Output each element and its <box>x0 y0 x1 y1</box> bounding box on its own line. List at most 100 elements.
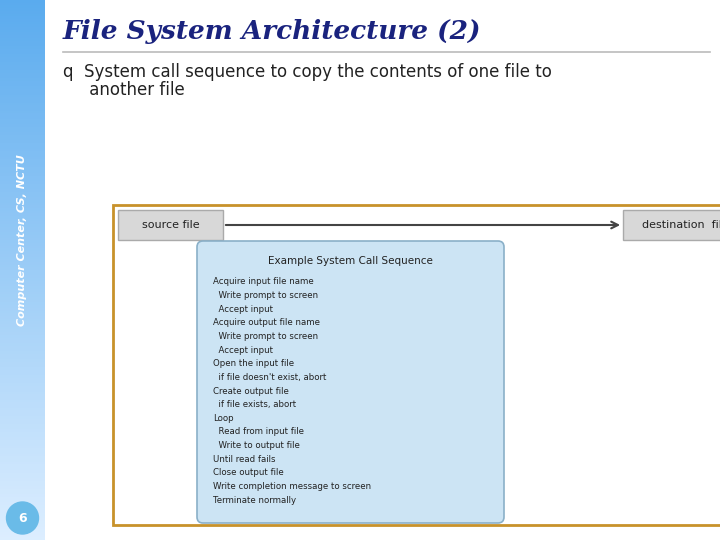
Bar <box>0 467 45 470</box>
Bar <box>0 424 45 427</box>
Bar <box>0 275 45 278</box>
Bar <box>0 27 45 30</box>
Bar <box>0 313 45 316</box>
Bar <box>0 43 45 46</box>
Bar <box>0 32 45 35</box>
Bar <box>0 373 45 375</box>
Text: q  System call sequence to copy the contents of one file to: q System call sequence to copy the conte… <box>63 63 552 81</box>
Bar <box>0 516 45 518</box>
Text: Open the input file: Open the input file <box>213 359 294 368</box>
Bar <box>0 294 45 297</box>
Bar <box>0 173 45 176</box>
Bar <box>0 513 45 516</box>
Text: if file doesn't exist, abort: if file doesn't exist, abort <box>213 373 326 382</box>
Text: Write to output file: Write to output file <box>213 441 300 450</box>
Bar <box>0 408 45 410</box>
Bar <box>0 383 45 386</box>
Bar <box>0 146 45 148</box>
Bar <box>0 57 45 59</box>
Bar <box>0 157 45 159</box>
Bar <box>0 267 45 270</box>
Bar <box>0 429 45 432</box>
Bar <box>0 232 45 235</box>
Bar <box>0 510 45 513</box>
Bar <box>0 176 45 178</box>
Text: 6: 6 <box>18 511 27 524</box>
Bar <box>0 508 45 510</box>
FancyBboxPatch shape <box>113 205 720 525</box>
Bar <box>0 192 45 194</box>
Bar <box>0 151 45 154</box>
Bar <box>0 343 45 346</box>
Text: source file: source file <box>142 220 199 230</box>
Bar <box>0 292 45 294</box>
Bar <box>0 76 45 78</box>
Text: Terminate normally: Terminate normally <box>213 496 296 505</box>
Bar <box>0 68 45 70</box>
Bar <box>0 278 45 281</box>
Bar <box>0 181 45 184</box>
Bar <box>0 3 45 5</box>
Bar <box>0 529 45 532</box>
Bar <box>0 143 45 146</box>
Bar <box>0 359 45 362</box>
Bar <box>0 464 45 467</box>
Bar <box>0 459 45 462</box>
Bar <box>0 262 45 265</box>
Bar <box>0 170 45 173</box>
Bar <box>0 362 45 364</box>
Bar <box>0 427 45 429</box>
Bar <box>0 197 45 200</box>
Text: another file: another file <box>63 81 185 99</box>
Bar <box>0 230 45 232</box>
Bar <box>0 370 45 373</box>
Bar <box>0 40 45 43</box>
Bar <box>0 394 45 397</box>
Bar <box>0 216 45 219</box>
Text: Acquire input file name: Acquire input file name <box>213 278 314 286</box>
Bar <box>0 78 45 81</box>
Text: File System Architecture (2): File System Architecture (2) <box>63 19 482 44</box>
Text: Example System Call Sequence: Example System Call Sequence <box>268 256 433 266</box>
Bar <box>0 46 45 49</box>
Bar <box>0 194 45 197</box>
Bar <box>0 132 45 135</box>
Bar <box>0 410 45 413</box>
Bar <box>0 462 45 464</box>
Text: Read from input file: Read from input file <box>213 428 304 436</box>
Text: Until read fails: Until read fails <box>213 455 276 464</box>
Bar <box>0 200 45 202</box>
Bar <box>0 94 45 97</box>
Bar <box>0 478 45 481</box>
Bar <box>0 59 45 62</box>
Bar <box>0 524 45 526</box>
Text: Close output file: Close output file <box>213 468 284 477</box>
Bar <box>0 316 45 319</box>
Bar <box>0 502 45 505</box>
Bar <box>0 532 45 535</box>
Bar <box>0 186 45 189</box>
Bar <box>0 130 45 132</box>
Text: Write prompt to screen: Write prompt to screen <box>213 291 318 300</box>
Bar <box>0 486 45 489</box>
Text: Write completion message to screen: Write completion message to screen <box>213 482 371 491</box>
Bar <box>0 456 45 459</box>
Bar <box>0 24 45 27</box>
Bar <box>0 84 45 86</box>
Bar <box>0 159 45 162</box>
Bar <box>0 338 45 340</box>
Bar <box>0 381 45 383</box>
Bar <box>0 321 45 324</box>
Bar <box>0 418 45 421</box>
Bar <box>0 202 45 205</box>
Text: Acquire output file name: Acquire output file name <box>213 318 320 327</box>
Bar <box>0 297 45 300</box>
Bar <box>0 103 45 105</box>
Text: Computer Center, CS, NCTU: Computer Center, CS, NCTU <box>17 154 27 326</box>
Bar <box>0 443 45 445</box>
Bar <box>0 227 45 229</box>
Bar <box>0 521 45 524</box>
Bar <box>0 491 45 494</box>
Bar <box>0 500 45 502</box>
Bar <box>0 505 45 508</box>
